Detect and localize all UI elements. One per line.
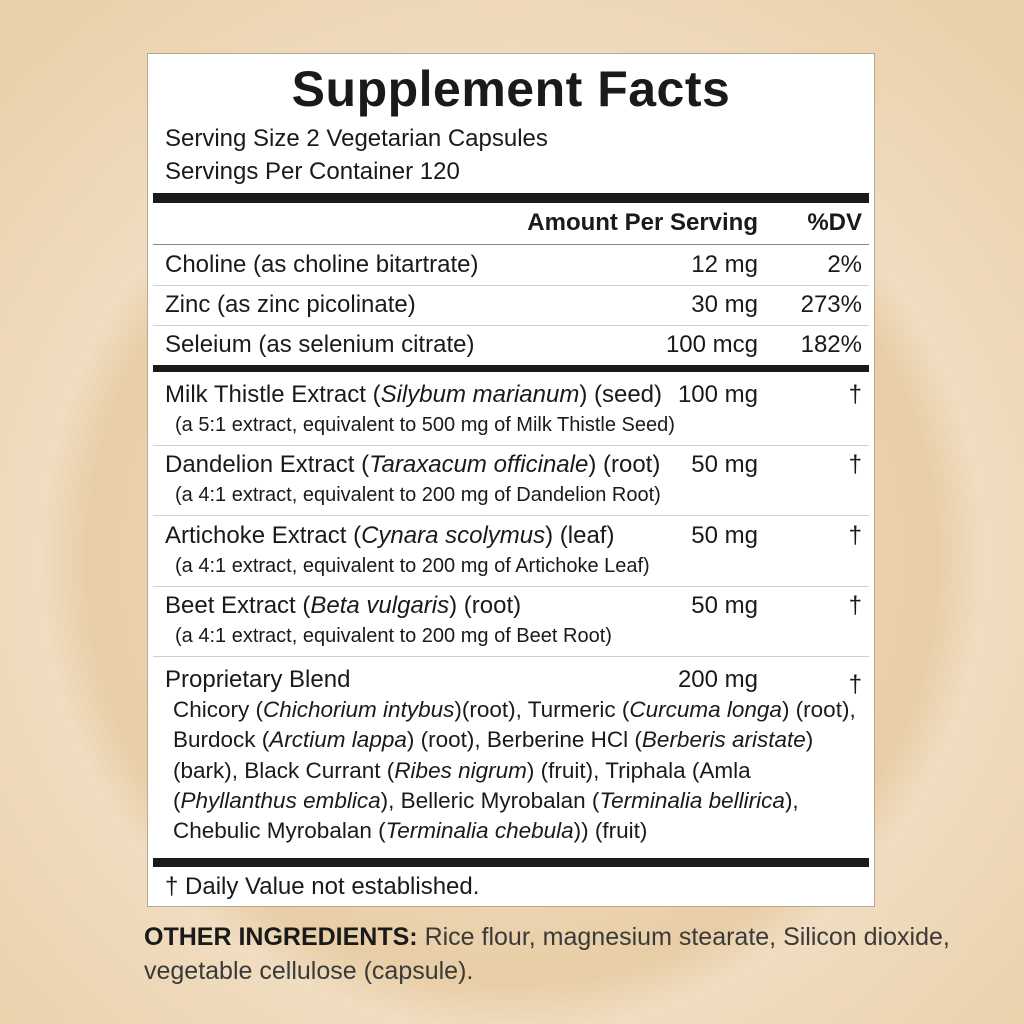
- extract-amount: 50 mg: [691, 592, 758, 619]
- nutrient-amount: 100 mcg: [665, 331, 758, 358]
- blend-text: ) (root), Berberine HCl (: [406, 727, 642, 753]
- panel-title: Supplement Facts: [291, 61, 731, 117]
- nutrient-amount: 12 mg: [691, 251, 758, 278]
- nutrient-amount: 30 mg: [691, 291, 758, 318]
- other-ingredients-text: Rice flour, magnesium stearate, Silicon …: [144, 923, 950, 985]
- extract-name: Dandelion Extract (Taraxacum officinale)…: [165, 451, 661, 478]
- latin-name: Silybum marianum: [380, 381, 580, 408]
- extract-note: (a 4:1 extract, equivalent to 200 mg of …: [175, 555, 650, 577]
- blend-text: )) (fruit): [573, 818, 648, 844]
- divider: [153, 285, 869, 286]
- blend-amount: 200 mg: [677, 666, 758, 693]
- dv-header: %DV: [807, 209, 862, 236]
- extract-note: (a 5:1 extract, equivalent to 500 mg of …: [175, 414, 675, 436]
- latin-name: Arctium lappa: [269, 727, 407, 753]
- blend-text: ), Chebulic Myrobalan (: [173, 787, 799, 844]
- other-ingredients-label: OTHER INGREDIENTS:: [144, 923, 418, 951]
- blend-dv: †: [848, 671, 862, 698]
- extract-name: Milk Thistle Extract (Silybum marianum) …: [165, 381, 663, 408]
- amount-header: Amount Per Serving: [527, 209, 758, 236]
- blend-text: ) (bark), Black Currant (: [173, 727, 814, 783]
- blend-text: ), Belleric Myrobalan (: [380, 787, 600, 813]
- divider: [153, 445, 869, 446]
- serving-size: Serving Size 2 Vegetarian Capsules: [165, 125, 548, 152]
- latin-name: Berberis aristate: [641, 727, 806, 753]
- thick-divider: [153, 193, 869, 203]
- footnote: † Daily Value not established.: [165, 873, 480, 900]
- blend-text: Chicory (: [173, 697, 264, 722]
- divider: [153, 586, 869, 587]
- extract-note: (a 4:1 extract, equivalent to 200 mg of …: [175, 484, 661, 506]
- latin-name: Beta vulgaris: [310, 592, 450, 619]
- thick-divider: [153, 365, 869, 372]
- latin-name: Curcuma longa: [629, 697, 782, 722]
- divider: [153, 244, 869, 245]
- nutrient-dv: 2%: [827, 251, 862, 278]
- blend-ingredients: Chicory (Chichorium intybus)(root), Turm…: [173, 695, 863, 846]
- extract-note: (a 4:1 extract, equivalent to 200 mg of …: [175, 625, 612, 647]
- nutrient-name: Zinc (as zinc picolinate): [165, 291, 416, 318]
- latin-name: Chichorium intybus: [263, 697, 455, 722]
- latin-name: Terminalia bellirica: [599, 787, 785, 813]
- latin-name: Cynara scolymus: [361, 522, 546, 549]
- divider: [153, 325, 869, 326]
- other-ingredients: OTHER INGREDIENTS: Rice flour, magnesium…: [144, 920, 1024, 988]
- servings-per-container: Servings Per Container 120: [165, 158, 460, 185]
- nutrient-name: Seleium (as selenium citrate): [165, 331, 475, 358]
- latin-name: Ribes nigrum: [394, 757, 527, 783]
- blend-text: ) (fruit), Triphala (Amla (: [173, 757, 751, 813]
- blend-text: ) (root), Burdock (: [173, 697, 856, 753]
- nutrient-dv: 182%: [800, 331, 862, 358]
- extract-dv: †: [848, 451, 862, 478]
- extract-name: Beet Extract (Beta vulgaris) (root): [165, 592, 522, 619]
- extract-dv: †: [848, 592, 862, 619]
- blend-text: )(root), Turmeric (: [454, 697, 630, 722]
- extract-amount: 50 mg: [691, 451, 758, 478]
- extract-dv: †: [848, 381, 862, 408]
- extract-dv: †: [848, 522, 862, 549]
- latin-name: Phyllanthus emblica: [180, 787, 381, 813]
- nutrient-dv: 273%: [800, 291, 862, 318]
- thick-divider: [153, 858, 869, 867]
- latin-name: Taraxacum officinale: [369, 451, 589, 478]
- supplement-facts-panel: Supplement Facts Serving Size 2 Vegetari…: [147, 53, 875, 907]
- extract-name: Artichoke Extract (Cynara scolymus) (lea…: [165, 522, 615, 549]
- blend-name: Proprietary Blend: [165, 666, 351, 693]
- latin-name: Terminalia chebula: [385, 818, 574, 844]
- nutrient-name: Choline (as choline bitartrate): [165, 251, 479, 278]
- extract-amount: 100 mg: [677, 381, 758, 408]
- divider: [153, 656, 869, 657]
- divider: [153, 515, 869, 516]
- extract-amount: 50 mg: [691, 522, 758, 549]
